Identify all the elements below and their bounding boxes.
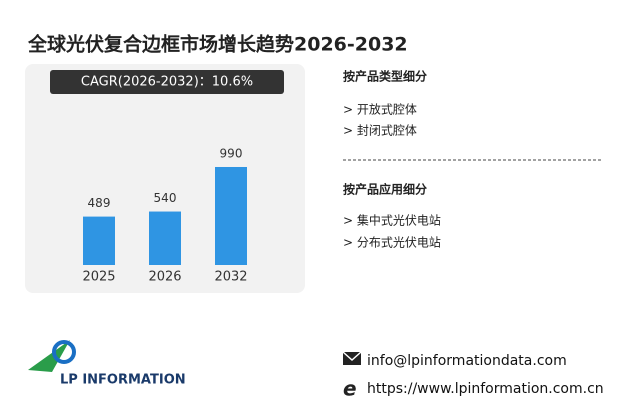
value-label: 489 bbox=[88, 196, 111, 210]
web-icon: e bbox=[343, 377, 357, 401]
cagr-badge bbox=[50, 70, 284, 94]
segment-item: > 集中式光伏电站 bbox=[343, 213, 441, 228]
logo: LP INFORMATION bbox=[28, 340, 186, 388]
email: info@lpinformationdata.com bbox=[367, 353, 567, 369]
cagr-text: CAGR(2026-2032)：10.6% bbox=[81, 75, 253, 90]
segment-item: > 分布式光伏电站 bbox=[343, 236, 441, 250]
value-label: 540 bbox=[154, 191, 177, 205]
chart-title: 全球光伏复合边框市场增长趋势2026-2032 bbox=[27, 33, 408, 56]
bar bbox=[215, 166, 247, 265]
segment-heading: 按产品应用细分 bbox=[343, 182, 427, 197]
value-label: 990 bbox=[220, 146, 243, 160]
x-tick-label: 2032 bbox=[214, 270, 247, 285]
website: https://www.lpinformation.com.cn bbox=[367, 381, 604, 397]
bar bbox=[83, 216, 115, 265]
segment-item: > 封闭式腔体 bbox=[343, 123, 417, 138]
x-tick-label: 2025 bbox=[82, 270, 115, 285]
bar bbox=[149, 211, 181, 265]
mail-icon-flap bbox=[342, 351, 362, 362]
segment-heading: 按产品类型细分 bbox=[343, 69, 427, 84]
segment-item: > 开放式腔体 bbox=[343, 102, 417, 117]
x-tick-label: 2026 bbox=[148, 270, 181, 285]
logo-text: LP INFORMATION bbox=[60, 373, 186, 388]
